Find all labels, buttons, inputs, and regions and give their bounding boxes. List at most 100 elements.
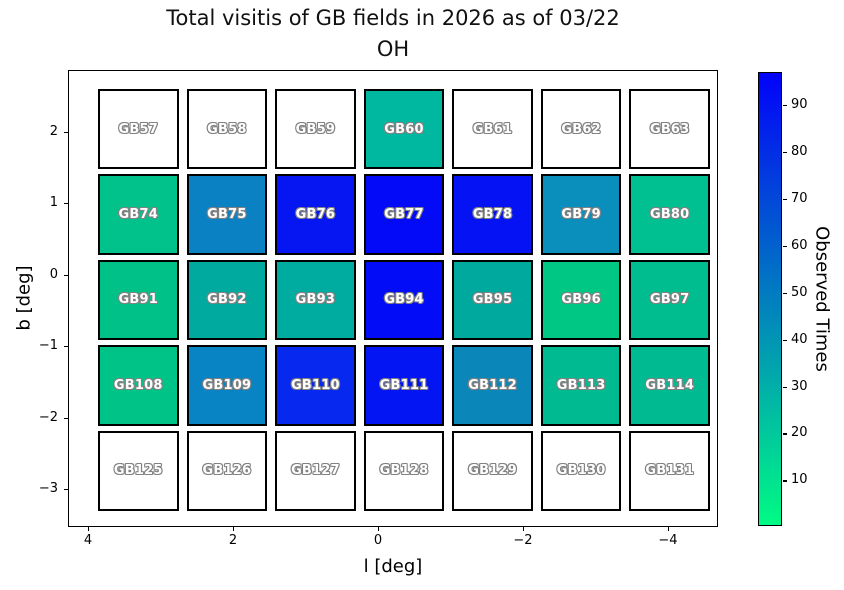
y-tick-mark xyxy=(64,489,68,491)
field-cell-gb114: GB114 xyxy=(629,345,710,426)
x-axis-label: l [deg] xyxy=(363,556,423,577)
colorbar-tick-mark xyxy=(783,198,787,201)
field-cell-label: GB74 xyxy=(118,207,159,223)
chart-title-line1: Total visitis of GB fields in 2026 as of… xyxy=(166,6,620,30)
field-cell-gb80: GB80 xyxy=(629,174,710,255)
field-cell-gb63: GB63 xyxy=(629,89,710,170)
field-cell-gb127: GB127 xyxy=(275,430,356,511)
field-cell-label: GB130 xyxy=(556,463,606,479)
field-cell-label: GB108 xyxy=(113,377,163,393)
x-tick-label: −4 xyxy=(658,533,678,548)
field-cell-label: GB75 xyxy=(207,207,247,223)
field-cell-label: GB63 xyxy=(649,121,690,137)
field-cell-gb110: GB110 xyxy=(275,345,356,426)
field-cell-gb59: GB59 xyxy=(275,89,356,170)
colorbar-tick-label: 90 xyxy=(791,96,808,112)
y-tick-label: −3 xyxy=(38,481,58,496)
field-cell-label: GB111 xyxy=(379,377,429,393)
field-cell-label: GB59 xyxy=(295,121,336,137)
colorbar-label: Observed Times xyxy=(811,226,833,372)
x-tick-label: 2 xyxy=(228,533,238,548)
field-cell-label: GB57 xyxy=(118,121,159,137)
colorbar-tick-mark xyxy=(783,245,787,248)
field-cell-gb58: GB58 xyxy=(186,89,268,170)
field-cell-gb130: GB130 xyxy=(540,430,622,511)
y-tick-label: −1 xyxy=(38,338,58,353)
field-cell-gb60: GB60 xyxy=(363,89,445,170)
y-tick-mark xyxy=(64,203,68,205)
colorbar-tick-label: 10 xyxy=(791,472,808,488)
field-cell-gb76: GB76 xyxy=(275,174,356,255)
field-cell-label: GB79 xyxy=(561,207,601,223)
y-axis-label: b [deg] xyxy=(13,265,35,331)
field-cell-gb95: GB95 xyxy=(452,259,533,341)
field-cell-label: GB76 xyxy=(295,207,336,223)
field-cell-gb61: GB61 xyxy=(452,89,533,170)
field-cell-gb74: GB74 xyxy=(98,174,179,255)
field-cell-gb62: GB62 xyxy=(540,89,622,170)
field-cell-label: GB97 xyxy=(649,292,690,308)
field-cell-label: GB78 xyxy=(472,207,513,223)
chart-title-line2: OH xyxy=(376,37,410,61)
field-cell-gb109: GB109 xyxy=(186,345,268,426)
field-cell-gb97: GB97 xyxy=(629,259,710,341)
y-tick-label: −2 xyxy=(38,409,58,425)
x-tick-mark xyxy=(523,527,525,531)
x-tick-label: 4 xyxy=(83,533,93,548)
colorbar-tick-mark xyxy=(783,339,787,341)
x-tick-label: −2 xyxy=(513,533,533,548)
y-tick-label: 0 xyxy=(49,266,58,282)
field-cell-label: GB96 xyxy=(561,292,601,308)
y-tick-label: 1 xyxy=(49,195,58,210)
field-cell-gb96: GB96 xyxy=(540,259,622,341)
colorbar-tick-mark xyxy=(783,386,787,388)
field-cell-gb131: GB131 xyxy=(629,430,710,511)
field-cell-label: GB61 xyxy=(472,121,513,137)
field-cell-gb113: GB113 xyxy=(540,345,622,426)
colorbar xyxy=(758,72,782,526)
field-cell-label: GB95 xyxy=(472,292,513,308)
colorbar-tick-label: 50 xyxy=(791,284,808,300)
field-cell-gb92: GB92 xyxy=(186,259,268,341)
field-cell-gb94: GB94 xyxy=(363,259,445,341)
colorbar-tick-label: 70 xyxy=(791,190,808,206)
field-cell-gb112: GB112 xyxy=(452,345,533,426)
plot-area: GB57 GB58 GB59 GB60 GB61 GB62 GB63 GB74 GB75 GB76… xyxy=(68,70,718,527)
field-cell-label: GB109 xyxy=(202,377,252,393)
field-cell-gb125: GB125 xyxy=(98,430,179,511)
field-cell-label: GB113 xyxy=(556,377,606,393)
field-cell-label: GB129 xyxy=(468,463,517,479)
colorbar-tick-mark xyxy=(783,292,787,295)
colorbar-tick-mark xyxy=(783,104,787,107)
x-tick-label: 0 xyxy=(373,533,383,548)
colorbar-tick-mark xyxy=(783,151,787,154)
field-cell-gb108: GB108 xyxy=(98,345,179,426)
field-cell-label: GB58 xyxy=(207,121,247,137)
y-tick-mark xyxy=(64,131,68,133)
field-cell-label: GB114 xyxy=(645,377,695,393)
x-tick-mark xyxy=(378,527,380,531)
x-tick-mark xyxy=(88,527,90,531)
colorbar-tick-label: 20 xyxy=(791,425,808,441)
field-cell-gb78: GB78 xyxy=(452,174,533,255)
field-cell-label: GB93 xyxy=(295,292,336,308)
x-tick-mark xyxy=(668,527,670,531)
field-cell-gb91: GB91 xyxy=(98,259,179,341)
field-cell-gb79: GB79 xyxy=(540,174,622,255)
colorbar-tick-label: 60 xyxy=(791,237,808,253)
colorbar-tick-label: 80 xyxy=(791,143,808,159)
field-cell-label: GB60 xyxy=(384,121,424,137)
field-cell-gb129: GB129 xyxy=(452,430,533,511)
field-cell-label: GB94 xyxy=(384,292,424,308)
field-cell-label: GB112 xyxy=(468,377,517,393)
field-cell-gb77: GB77 xyxy=(363,174,445,255)
field-cell-label: GB128 xyxy=(379,463,429,479)
colorbar-tick-label: 40 xyxy=(791,331,808,347)
field-cell-label: GB127 xyxy=(291,463,340,479)
field-cell-label: GB62 xyxy=(561,121,601,137)
y-tick-mark xyxy=(64,274,68,276)
colorbar-tick-label: 30 xyxy=(791,378,808,394)
field-cell-gb126: GB126 xyxy=(186,430,268,511)
field-cell-label: GB131 xyxy=(645,463,695,479)
